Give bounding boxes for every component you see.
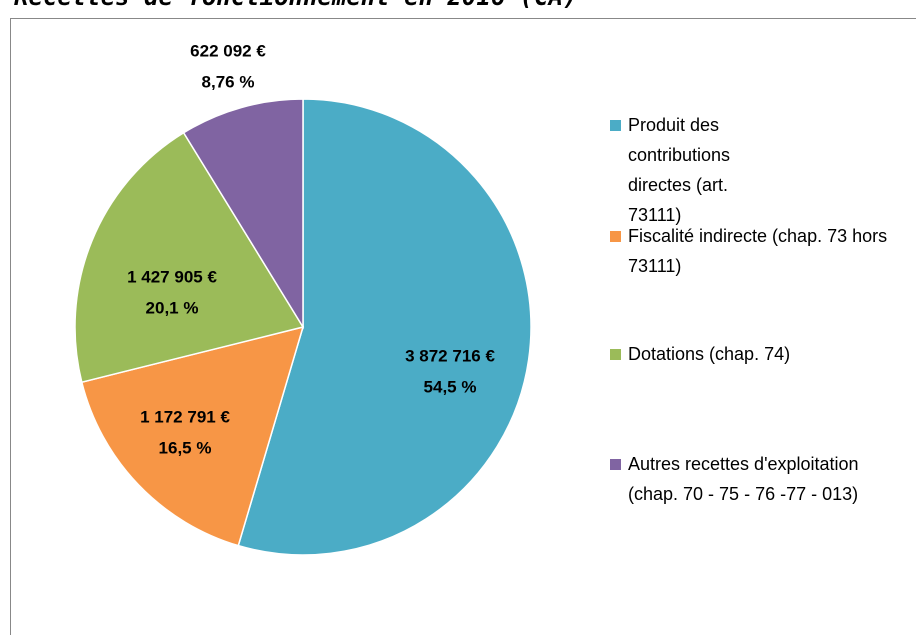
percentage-label: 20,1 % bbox=[146, 298, 199, 317]
legend-swatch bbox=[610, 349, 621, 360]
legend-item: Fiscalité indirecte (chap. 73 hors 73111… bbox=[610, 221, 900, 281]
pie-slice bbox=[182, 98, 304, 330]
legend-item: Autres recettes d'exploitation (chap. 70… bbox=[610, 449, 900, 509]
percentage-label: 8,76 % bbox=[202, 72, 255, 91]
value-label: 1 427 905 € bbox=[127, 267, 217, 286]
chart-border bbox=[10, 18, 916, 635]
legend-label: Fiscalité indirecte (chap. 73 hors 73111… bbox=[628, 226, 888, 276]
legend-item: Produit des contributions directes (art.… bbox=[610, 110, 900, 230]
legend-label: Autres recettes d'exploitation (chap. 70… bbox=[628, 454, 859, 504]
value-label: 1 172 791 € bbox=[140, 407, 230, 426]
legend-label: Dotations (chap. 74) bbox=[628, 344, 791, 364]
pie-slice bbox=[74, 131, 305, 384]
value-label: 622 092 € bbox=[190, 41, 266, 60]
pie-slice bbox=[80, 325, 305, 547]
legend-swatch bbox=[610, 231, 621, 242]
percentage-label: 54,5 % bbox=[424, 377, 477, 396]
legend-swatch bbox=[610, 120, 621, 131]
pie-slice bbox=[237, 98, 532, 556]
legend-swatch bbox=[610, 459, 621, 470]
chart-title: Recettes de fonctionnement en 2016 (CA) bbox=[14, 0, 578, 11]
legend-label: Produit des contributions directes (art.… bbox=[628, 115, 731, 225]
percentage-label: 16,5 % bbox=[159, 438, 212, 457]
legend-item: Dotations (chap. 74) bbox=[610, 339, 900, 369]
value-label: 3 872 716 € bbox=[405, 346, 495, 365]
